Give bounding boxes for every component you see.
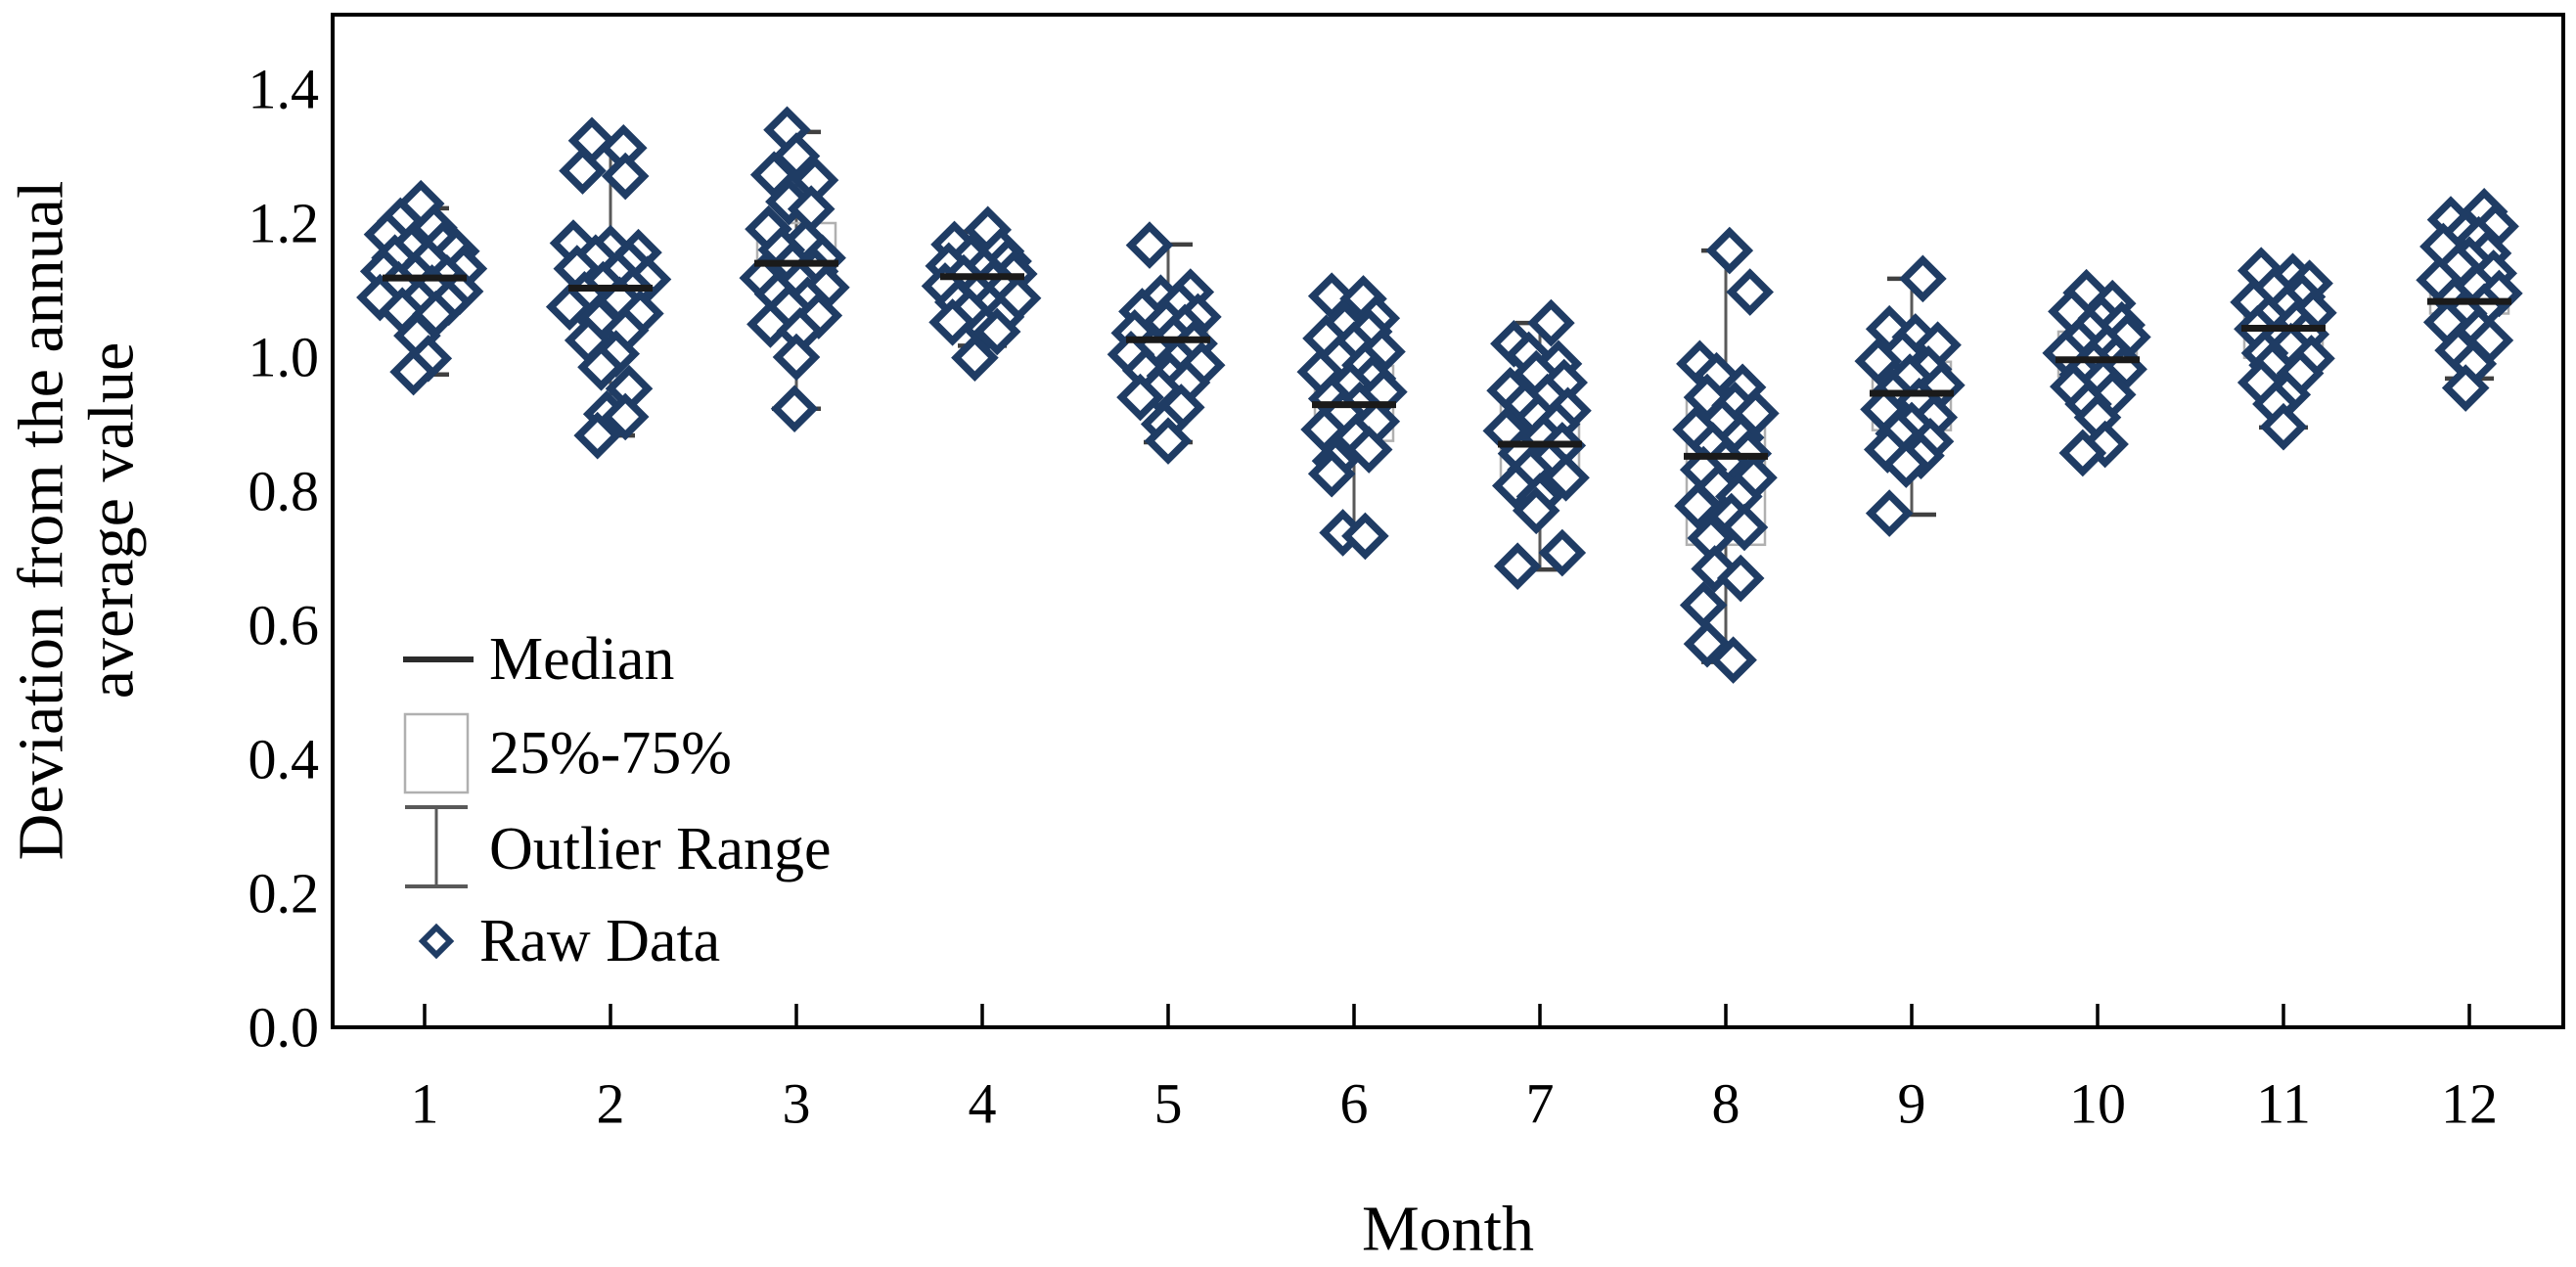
raw-data-point bbox=[1726, 268, 1775, 316]
raw-data-point bbox=[1542, 453, 1590, 502]
y-tick-label: 0.6 bbox=[249, 594, 320, 657]
raw-data-point bbox=[1344, 426, 1393, 474]
raw-data-point bbox=[601, 152, 650, 201]
raw-data-point bbox=[577, 342, 625, 391]
raw-data-point bbox=[1705, 226, 1754, 275]
month-group bbox=[1296, 272, 1408, 561]
raw-data-point bbox=[1538, 528, 1587, 577]
raw-data-point bbox=[573, 411, 622, 460]
raw-data-point bbox=[1307, 449, 1356, 498]
y-axis-title-line2: average value bbox=[76, 342, 148, 700]
raw-data-point bbox=[1493, 542, 1542, 591]
raw-data-point bbox=[1679, 581, 1728, 629]
x-tick-label: 7 bbox=[1526, 1072, 1555, 1136]
raw-data-point bbox=[1716, 554, 1765, 603]
x-tick-label: 11 bbox=[2256, 1072, 2311, 1136]
raw-data-point bbox=[1854, 337, 1903, 385]
x-tick-label: 2 bbox=[597, 1072, 625, 1136]
raw-data-point bbox=[559, 147, 607, 195]
raw-data-point bbox=[1512, 486, 1560, 535]
raw-data-point bbox=[1881, 440, 1930, 488]
legend-label-median: Median bbox=[489, 626, 674, 693]
raw-data-point bbox=[1125, 221, 1174, 269]
raw-data-point bbox=[2441, 364, 2490, 412]
legend-label-iqr: 25%-75% bbox=[489, 720, 732, 787]
raw-data-point bbox=[1674, 481, 1722, 530]
y-tick-label: 1.2 bbox=[249, 192, 320, 255]
raw-data-point bbox=[972, 307, 1021, 356]
legend-iqr-box-icon bbox=[403, 712, 470, 794]
month-group bbox=[1854, 254, 1966, 537]
month-group bbox=[545, 116, 672, 460]
plot-border bbox=[331, 13, 2565, 1029]
raw-data-point bbox=[928, 298, 976, 346]
raw-data-point bbox=[1116, 373, 1164, 422]
y-axis-title-line1: Deviation from the annual bbox=[6, 181, 77, 861]
raw-data-point bbox=[1720, 503, 1769, 552]
y-tick-label: 0.4 bbox=[249, 728, 320, 792]
legend-label-outlier-range: Outlier Range bbox=[489, 816, 832, 882]
month-group bbox=[2416, 188, 2523, 412]
raw-data-point bbox=[1527, 298, 1575, 347]
legend-label-raw-data: Raw Data bbox=[479, 908, 720, 974]
x-tick-label: 5 bbox=[1154, 1072, 1183, 1136]
month-group bbox=[1482, 298, 1592, 591]
raw-data-point bbox=[772, 333, 821, 382]
x-tick-label: 4 bbox=[969, 1072, 997, 1136]
raw-data-point bbox=[1709, 636, 1757, 684]
raw-data-point bbox=[770, 385, 819, 433]
y-tick-label: 0.8 bbox=[249, 460, 320, 523]
month-group bbox=[1672, 226, 1780, 684]
raw-data-point bbox=[2058, 429, 2107, 477]
month-group bbox=[2042, 268, 2151, 477]
x-tick-label: 6 bbox=[1340, 1072, 1369, 1136]
y-tick-label: 1.0 bbox=[249, 326, 320, 389]
y-tick-label: 1.4 bbox=[249, 58, 320, 121]
x-tick-label: 10 bbox=[2069, 1072, 2126, 1136]
raw-data-point bbox=[601, 392, 650, 441]
y-tick-label: 0.0 bbox=[249, 996, 320, 1060]
raw-data-point bbox=[389, 347, 437, 396]
x-tick-label: 3 bbox=[783, 1072, 811, 1136]
month-group bbox=[739, 106, 850, 433]
raw-data-point bbox=[545, 283, 594, 331]
month-group bbox=[1107, 221, 1226, 465]
raw-data-point bbox=[1144, 417, 1193, 465]
raw-data-point bbox=[1899, 254, 1947, 303]
x-axis-title: Month bbox=[1362, 1194, 1534, 1265]
raw-data-point bbox=[2259, 402, 2308, 451]
x-tick-label: 9 bbox=[1898, 1072, 1926, 1136]
legend-raw-data-diamond-icon bbox=[418, 923, 455, 960]
month-group bbox=[356, 179, 488, 396]
x-tick-label: 8 bbox=[1712, 1072, 1740, 1136]
x-tick-label: 1 bbox=[411, 1072, 439, 1136]
raw-data-point bbox=[951, 334, 999, 382]
month-group bbox=[921, 205, 1042, 382]
y-tick-label: 0.2 bbox=[249, 862, 320, 926]
x-tick-label: 12 bbox=[2441, 1072, 2498, 1136]
raw-data-point bbox=[1341, 512, 1389, 561]
month-group bbox=[2230, 247, 2337, 451]
raw-data-point bbox=[1865, 489, 1914, 537]
